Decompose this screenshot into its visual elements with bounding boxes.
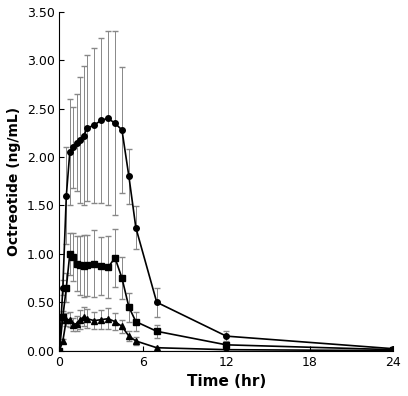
X-axis label: Time (hr): Time (hr) [186,374,266,389]
Y-axis label: Octreotide (ng/mL): Octreotide (ng/mL) [7,107,21,256]
